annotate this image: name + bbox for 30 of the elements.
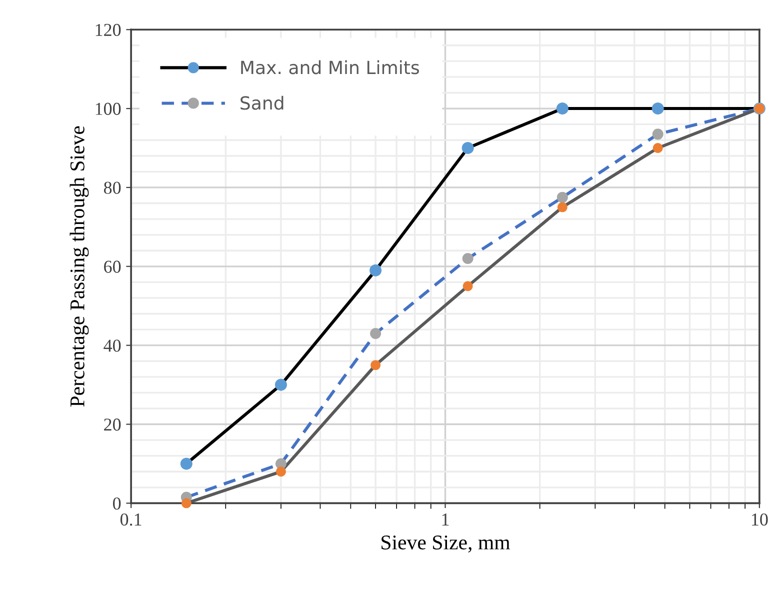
y-tick-label: 80 bbox=[104, 182, 121, 194]
y-tick-label: 60 bbox=[104, 260, 121, 273]
point bbox=[181, 498, 192, 508]
legend-label: Max. and Min Limits bbox=[241, 60, 419, 74]
point bbox=[652, 128, 664, 140]
x-tick-label: 0.1 bbox=[120, 513, 142, 526]
point bbox=[180, 458, 192, 470]
point bbox=[557, 202, 568, 212]
y-tick-label: 40 bbox=[104, 340, 121, 352]
point bbox=[274, 378, 287, 391]
x-axis-title: Sieve Size, mm bbox=[382, 536, 510, 553]
point bbox=[652, 143, 663, 153]
point bbox=[276, 466, 286, 477]
legend-label: Sand bbox=[240, 96, 284, 110]
point bbox=[462, 281, 473, 292]
y-tick-label: 0 bbox=[113, 497, 121, 510]
y-axis-title: Percentage Passing through Sieve bbox=[70, 126, 89, 407]
point bbox=[370, 264, 382, 276]
y-tick-label: 120 bbox=[96, 24, 121, 36]
point bbox=[556, 102, 568, 115]
x-tick-label: 10 bbox=[752, 513, 768, 526]
point bbox=[370, 328, 382, 340]
point bbox=[370, 360, 381, 370]
point bbox=[462, 252, 474, 264]
x-tick-label: 1 bbox=[442, 514, 449, 526]
y-tick-label: 100 bbox=[96, 102, 121, 115]
point bbox=[556, 192, 568, 203]
y-tick-label: 20 bbox=[104, 418, 121, 431]
point bbox=[652, 102, 664, 115]
point bbox=[462, 142, 474, 154]
